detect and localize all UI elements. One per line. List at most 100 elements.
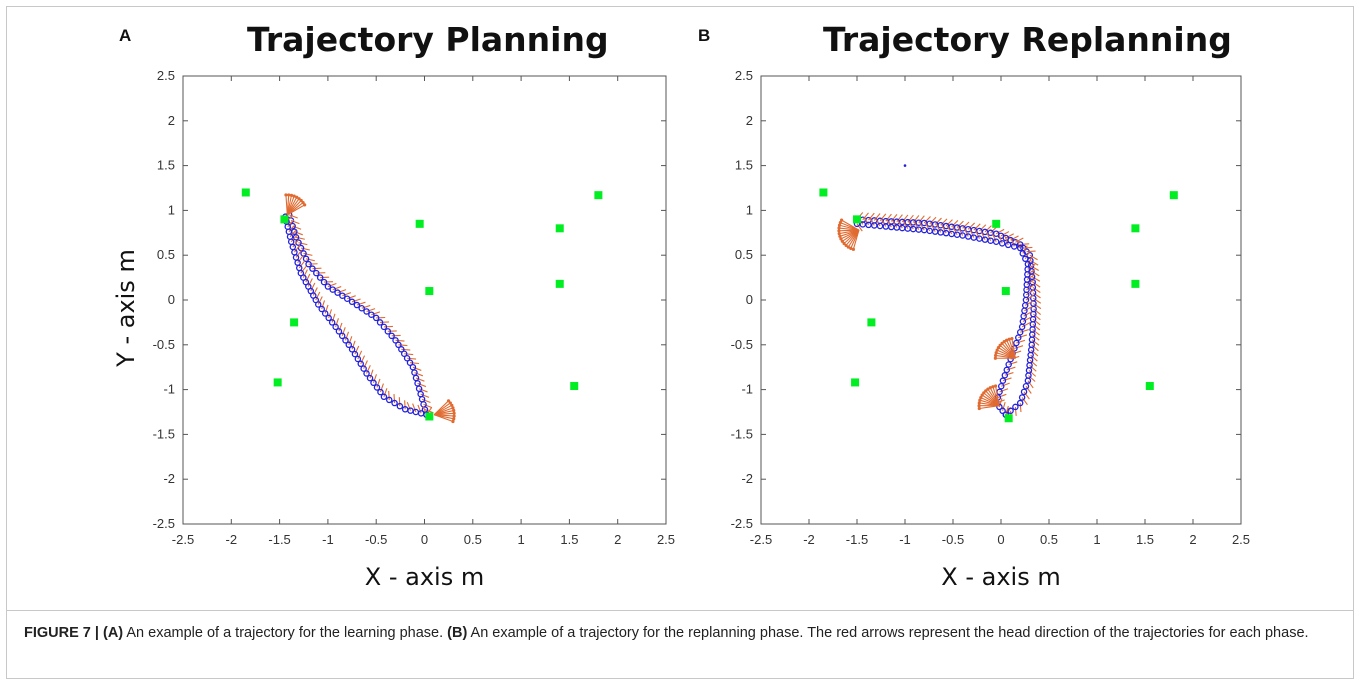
heading-arrow-a — [324, 304, 329, 314]
landmark-marker-b — [1131, 224, 1140, 233]
heading-arrow-b — [929, 216, 937, 225]
heading-arrow-b — [986, 232, 992, 241]
y-tick-label-b: 0.5 — [735, 247, 753, 262]
trajectory-point-a — [342, 337, 349, 344]
heading-arrow-b — [1023, 246, 1033, 249]
x-tick-label-b: -1.5 — [846, 532, 868, 547]
heading-arrow-head-a — [451, 406, 455, 410]
x-tick-label-b: -2.5 — [750, 532, 772, 547]
caption-part-b-text: An example of a trajectory for the repla… — [467, 625, 1309, 641]
trajectory-point-b — [1022, 382, 1030, 390]
heading-arrow-b — [934, 217, 942, 225]
heading-arrow-b — [952, 226, 958, 235]
heading-arrow-head-b — [842, 241, 846, 246]
heading-arrow-b — [1002, 377, 1012, 382]
landmark-marker-b — [1131, 279, 1140, 288]
heading-arrow-b — [930, 223, 936, 232]
trajectory-point-a — [380, 393, 388, 401]
heading-arrow-head-a — [452, 414, 456, 418]
trajectory-point-b — [1015, 334, 1022, 341]
heading-arrow-head-b — [837, 226, 841, 230]
heading-arrow-b — [1002, 402, 1006, 411]
trajectory-point-a — [368, 311, 375, 318]
heading-arrow-b — [1016, 339, 1026, 344]
trajectory-point-a — [324, 283, 332, 290]
heading-arrow-head-b — [980, 393, 984, 397]
heading-arrow-b — [1032, 287, 1041, 293]
heading-arrow-b — [1004, 372, 1014, 376]
trajectory-point-a — [392, 337, 399, 344]
heading-arrow-b — [1032, 292, 1041, 299]
heading-arrow-b — [1006, 366, 1016, 371]
heading-arrow-b — [1032, 323, 1041, 331]
heading-arrow-b — [1014, 345, 1024, 349]
x-axis-label-a: X - axis m — [365, 563, 484, 591]
trajectory-point-a — [316, 274, 324, 281]
heading-arrow-a — [295, 250, 303, 258]
heading-arrow-a — [303, 252, 313, 256]
x-tick-label-a: -2 — [226, 532, 238, 547]
heading-arrow-b — [1023, 391, 1030, 400]
heading-arrow-a — [417, 382, 427, 388]
heading-arrow-head-a — [297, 197, 301, 201]
y-tick-label-a: -1 — [163, 382, 175, 397]
axes-box-a — [182, 75, 667, 525]
heading-arrow-b — [907, 214, 914, 223]
heading-arrow-b — [945, 219, 953, 227]
y-tick-label-a: -2 — [163, 471, 175, 486]
trajectory-point-b — [1001, 372, 1009, 379]
heading-arrow-b — [1014, 406, 1017, 416]
y-tick-label-a: 1.5 — [157, 158, 175, 173]
heading-arrow-head-a — [299, 198, 303, 203]
heading-arrow-head-b — [838, 234, 842, 238]
heading-arrow-b — [1010, 237, 1015, 247]
heading-arrow-b — [891, 219, 898, 228]
x-tick-label-b: 1 — [1093, 532, 1100, 547]
trajectory-point-b — [926, 227, 933, 235]
heading-arrow-b — [1031, 344, 1039, 352]
heading-arrow-b — [979, 224, 987, 232]
trajectory-point-a — [372, 314, 380, 322]
heading-arrow-head-b — [1000, 341, 1004, 345]
trajectory-point-a — [302, 255, 310, 263]
heading-arrow-b — [1001, 382, 1010, 387]
heading-arrow-b — [923, 216, 931, 224]
stray-point-b — [903, 164, 907, 167]
trajectory-point-a — [321, 310, 329, 317]
trajectory-point-a — [363, 308, 370, 315]
trajectory-point-b — [931, 228, 939, 235]
trajectory-point-b — [1019, 250, 1027, 257]
heading-arrow-b — [1030, 260, 1039, 266]
heading-arrow-head-b — [977, 404, 981, 408]
y-axis-label-a: Y - axis m — [112, 249, 140, 368]
x-axis-label-b: X - axis m — [941, 563, 1060, 591]
y-tick-label-b: 0 — [746, 292, 753, 307]
y-tick-label-b: -0.5 — [731, 337, 753, 352]
panel-b-title: Trajectory Replanning — [823, 20, 1232, 59]
heading-arrow-b — [1019, 402, 1022, 413]
trajectory-point-a — [328, 319, 336, 326]
heading-arrow-b — [940, 218, 948, 226]
heading-arrow-b — [957, 227, 964, 236]
heading-arrow-a — [337, 289, 347, 294]
y-tick-label-b: 1.5 — [735, 158, 753, 173]
heading-arrow-b — [1025, 385, 1032, 394]
heading-arrow-head-b — [846, 245, 850, 249]
heading-arrow-b — [1032, 318, 1041, 326]
heading-arrow-b — [1033, 303, 1042, 310]
heading-arrow-a — [415, 377, 425, 382]
trajectory-point-a — [332, 323, 339, 331]
y-tick-label-b: 2 — [746, 113, 753, 128]
landmark-marker-b — [1001, 287, 1010, 296]
heading-arrow-burst-b — [852, 229, 860, 250]
x-tick-label-a: 2 — [614, 532, 621, 547]
trajectory-point-b — [1016, 399, 1024, 407]
heading-arrow-a — [351, 298, 361, 303]
heading-arrow-b — [1032, 297, 1042, 304]
heading-arrow-b — [880, 218, 887, 227]
trajectory-point-b — [1013, 339, 1020, 347]
trajectory-point-a — [305, 260, 312, 268]
panel-b-letter: B — [698, 26, 711, 45]
heading-arrow-a — [398, 397, 401, 407]
heading-arrow-burst-a — [433, 400, 449, 416]
